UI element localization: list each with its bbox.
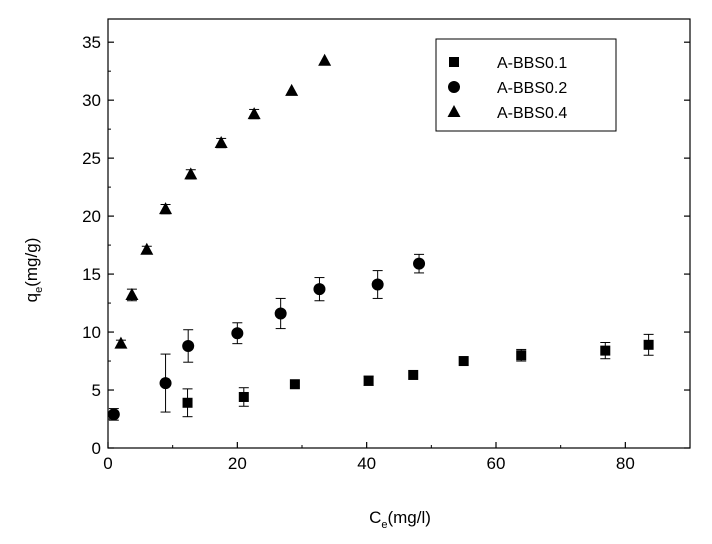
square-marker xyxy=(289,379,300,390)
triangle-marker xyxy=(214,136,228,149)
x-tick-label: 60 xyxy=(487,454,506,473)
x-axis-title: Ce(mg/l) xyxy=(369,508,431,531)
circle-marker xyxy=(371,278,384,291)
square-marker xyxy=(458,356,469,367)
circle-marker xyxy=(182,339,195,352)
square-marker xyxy=(600,345,611,356)
square-marker xyxy=(643,339,654,350)
y-tick-label: 5 xyxy=(92,381,101,400)
square-marker xyxy=(408,369,419,380)
y-tick-label: 35 xyxy=(82,33,101,52)
x-tick-label: 20 xyxy=(228,454,247,473)
triangle-marker xyxy=(159,202,173,215)
y-tick-label: 25 xyxy=(82,149,101,168)
y-axis-title-main: q xyxy=(22,293,41,302)
y-axis-title-sub: e xyxy=(33,287,45,293)
y-tick-label: 15 xyxy=(82,265,101,284)
circle-marker xyxy=(413,257,426,270)
series-a-bbs0-4 xyxy=(114,53,332,349)
series-a-bbs0-1 xyxy=(182,333,654,418)
y-axis-title: qe(mg/g) xyxy=(22,238,45,303)
circle-marker xyxy=(448,81,460,93)
circle-marker xyxy=(231,327,244,340)
square-marker xyxy=(182,397,193,408)
y-tick-label: 30 xyxy=(82,91,101,110)
y-tick-label: 20 xyxy=(82,207,101,226)
square-marker xyxy=(363,375,374,386)
x-tick-label: 40 xyxy=(357,454,376,473)
circle-marker xyxy=(159,377,172,390)
x-tick-label: 0 xyxy=(103,454,112,473)
triangle-marker xyxy=(285,83,299,96)
y-tick-label: 10 xyxy=(82,323,101,342)
axis-ticks: 0 20 40 60 80 0 5 10 15 20 25 30 35 xyxy=(82,33,690,473)
triangle-marker xyxy=(125,287,139,300)
y-tick-label: 0 xyxy=(92,439,101,458)
series-a-bbs0-2 xyxy=(107,253,426,421)
circle-marker xyxy=(107,408,120,421)
triangle-marker xyxy=(447,105,461,117)
y-axis-title-unit: (mg/g) xyxy=(22,238,41,287)
legend-label: A-BBS0.1 xyxy=(497,55,567,72)
data-series xyxy=(107,53,654,421)
legend: A-BBS0.1 A-BBS0.2 A-BBS0.4 xyxy=(435,38,617,132)
plot-border xyxy=(107,18,691,449)
x-axis-title-unit: (mg/l) xyxy=(387,508,430,527)
legend-label: A-BBS0.4 xyxy=(497,105,567,122)
x-tick-label: 80 xyxy=(616,454,635,473)
x-axis-title-sub: e xyxy=(381,519,387,531)
legend-box xyxy=(435,38,617,132)
legend-label: A-BBS0.2 xyxy=(497,80,567,97)
triangle-marker xyxy=(140,242,154,255)
square-marker xyxy=(449,57,459,67)
square-marker xyxy=(516,350,527,361)
circle-marker xyxy=(274,307,287,320)
triangle-marker xyxy=(184,167,198,180)
square-marker xyxy=(238,391,249,402)
x-axis-title-main: C xyxy=(369,508,381,527)
plot-frame xyxy=(107,18,691,449)
triangle-marker xyxy=(247,107,261,120)
circle-marker xyxy=(313,283,326,296)
triangle-marker xyxy=(318,53,332,66)
triangle-marker xyxy=(114,336,128,349)
